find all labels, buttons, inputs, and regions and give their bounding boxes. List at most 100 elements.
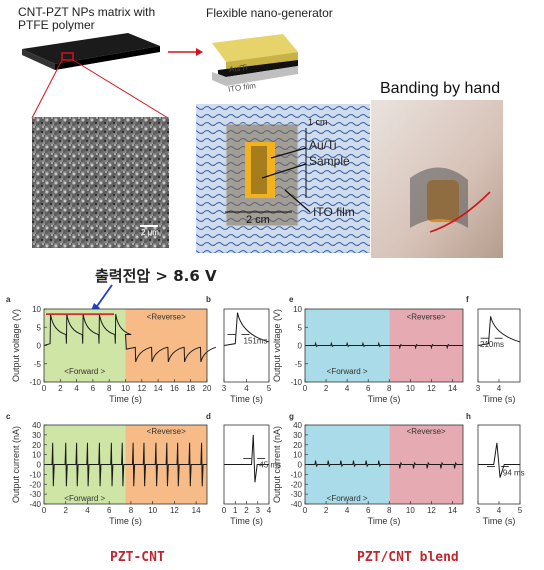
xtick-label-a: 8 xyxy=(107,384,112,393)
ytick-label-a: 0 xyxy=(37,342,42,351)
pointer-sample xyxy=(261,163,307,179)
ytick-label-c: 10 xyxy=(32,451,41,460)
region-label-a-1: <Reverse> xyxy=(147,312,186,321)
photo-ito-label: ITO film xyxy=(313,205,355,219)
zoom-line-right xyxy=(72,59,169,119)
xtick-label-a: 2 xyxy=(58,384,63,393)
ytick-label-c: -20 xyxy=(29,480,41,489)
panel-letter-g: g xyxy=(289,412,294,421)
region-label-e-0: <Forward > xyxy=(327,367,368,376)
zoom-square xyxy=(61,52,74,61)
banding-label: Banding by hand xyxy=(380,80,501,97)
ytick-label-e: -10 xyxy=(290,378,302,387)
panel-letter-c: c xyxy=(6,412,11,421)
ytick-label-a: -5 xyxy=(34,360,42,369)
ytick-label-g: 0 xyxy=(298,461,303,470)
ytick-label-e: 10 xyxy=(293,305,302,314)
ytick-label-c: 40 xyxy=(32,421,41,430)
output-voltage-annotation: 출력전압 > 8.6 V xyxy=(95,267,217,285)
ytick-label-a: -10 xyxy=(29,378,41,387)
xtick-label-e: 2 xyxy=(324,384,329,393)
xtick-label-g: 8 xyxy=(387,506,392,515)
region-label-e-1: <Reverse> xyxy=(407,312,446,321)
ytick-label-g: -20 xyxy=(290,480,302,489)
xtick-label-d: 0 xyxy=(222,506,227,515)
region-label-c-0: <Forward > xyxy=(64,494,105,503)
xlabel-e: Time (s) xyxy=(368,394,401,404)
process-arrow-head xyxy=(196,48,203,56)
ylabel-g: Output current (nA) xyxy=(272,426,282,503)
xtick-label-g: 2 xyxy=(324,506,329,515)
photo-height-label: 1 cm xyxy=(308,117,328,127)
ytick-label-g: -40 xyxy=(290,500,302,509)
panel-letter-b: b xyxy=(206,295,211,304)
width-annotation-h: 94 ms xyxy=(503,468,525,477)
xtick-label-h: 3 xyxy=(476,506,481,515)
region-label-a-0: <Forward > xyxy=(64,367,105,376)
ytick-label-g: 20 xyxy=(293,441,302,450)
xlabel-a: Time (s) xyxy=(109,394,142,404)
trace-d xyxy=(224,434,269,483)
xtick-label-a: 18 xyxy=(186,384,195,393)
matrix-slab-top xyxy=(22,33,160,64)
xtick-label-c: 0 xyxy=(42,506,47,515)
sem-scale-label: 2 μm xyxy=(141,228,159,237)
ylabel-a: Output voltage (V) xyxy=(11,309,21,382)
xlabel-f: Time (s) xyxy=(483,394,516,404)
xtick-label-c: 8 xyxy=(129,506,134,515)
device-au-electrode xyxy=(245,142,275,198)
trace-g xyxy=(305,460,463,469)
trace-h xyxy=(478,442,520,478)
xtick-label-a: 10 xyxy=(121,384,130,393)
ytick-label-c: -30 xyxy=(29,490,41,499)
xtick-label-g: 4 xyxy=(345,506,350,515)
xlabel-c: Time (s) xyxy=(109,516,142,526)
xtick-label-a: 4 xyxy=(74,384,79,393)
xtick-label-g: 0 xyxy=(303,506,308,515)
xtick-label-c: 2 xyxy=(64,506,69,515)
panel-letter-a: a xyxy=(6,295,11,304)
xtick-label-a: 20 xyxy=(203,384,212,393)
ytick-label-c: 30 xyxy=(32,431,41,440)
xtick-label-e: 14 xyxy=(448,384,457,393)
ytick-label-e: 5 xyxy=(298,323,303,332)
region-bg-a-1 xyxy=(125,309,207,382)
xtick-label-a: 0 xyxy=(42,384,47,393)
xtick-label-a: 14 xyxy=(154,384,163,393)
xtick-label-g: 12 xyxy=(427,506,436,515)
generator-black-layer xyxy=(218,60,298,77)
xtick-label-d: 4 xyxy=(267,506,272,515)
xtick-label-h: 4 xyxy=(497,506,502,515)
ytick-label-g: 30 xyxy=(293,431,302,440)
xtick-label-e: 12 xyxy=(427,384,436,393)
xtick-label-c: 10 xyxy=(148,506,157,515)
xtick-label-e: 10 xyxy=(406,384,415,393)
ylabel-e: Output voltage (V) xyxy=(272,309,282,382)
zoom-line-left xyxy=(31,59,63,119)
ytick-label-c: 20 xyxy=(32,441,41,450)
xtick-label-b: 3 xyxy=(222,384,227,393)
xtick-label-b: 5 xyxy=(267,384,272,393)
xtick-label-b: 4 xyxy=(244,384,249,393)
xlabel-b: Time (s) xyxy=(230,394,263,404)
trace-c xyxy=(44,442,207,487)
generator-au-top xyxy=(212,34,298,62)
xtick-label-a: 6 xyxy=(91,384,96,393)
ytick-label-e: -5 xyxy=(295,360,303,369)
xlabel-d: Time (s) xyxy=(230,516,263,526)
xtick-label-c: 6 xyxy=(107,506,112,515)
xtick-label-c: 14 xyxy=(192,506,201,515)
xtick-label-e: 0 xyxy=(303,384,308,393)
trace-f xyxy=(477,316,521,346)
width-annotation-f: 210ms xyxy=(480,340,504,349)
pointer-ito xyxy=(284,189,311,213)
photo-width-label: 2 cm xyxy=(246,214,270,226)
xtick-label-d: 1 xyxy=(233,506,238,515)
xtick-label-a: 12 xyxy=(137,384,146,393)
photo-au-label: Au/Ti xyxy=(309,138,337,152)
top-illustration xyxy=(22,33,503,258)
matrix-label: CNT-PZT NPs matrix with PTFE polymer xyxy=(18,5,156,32)
trace-b xyxy=(223,312,270,346)
ytick-label-c: -40 xyxy=(29,500,41,509)
